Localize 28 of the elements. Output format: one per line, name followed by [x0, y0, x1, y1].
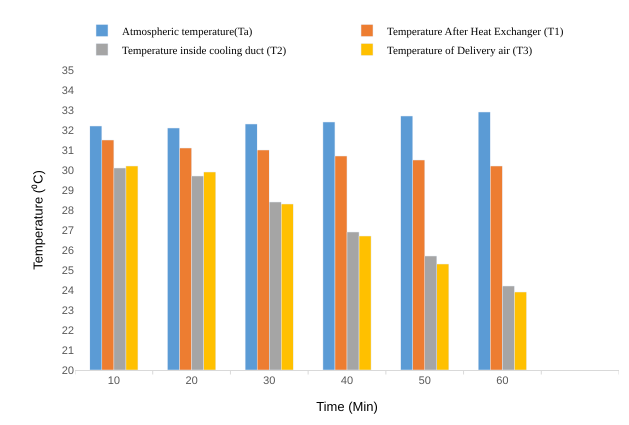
x-tick-label: 40 — [340, 375, 354, 388]
y-tick-label: 35 — [62, 64, 74, 77]
x-axis-title: Time (Min) — [316, 398, 378, 414]
y-tick-label: 29 — [62, 184, 74, 197]
y-tick-label: 20 — [62, 364, 74, 377]
y-tick-label: 26 — [62, 244, 74, 257]
legend-label: Temperature inside cooling duct (T2) — [122, 44, 287, 57]
y-tick-label: 27 — [62, 224, 74, 237]
x-tick-label: 50 — [418, 375, 431, 388]
y-tick-label: 30 — [62, 164, 74, 177]
x-tick-label: 10 — [108, 375, 120, 388]
y-tick-label: 22 — [62, 324, 74, 337]
y-tick-label: 32 — [62, 124, 74, 137]
y-tick-label: 24 — [62, 284, 74, 297]
legend-label: Temperature of Delivery air (T3) — [387, 44, 533, 57]
legend-label: Temperature After Heat Exchanger (T1) — [387, 26, 564, 38]
y-tick-label: 31 — [62, 144, 74, 157]
x-tick-label: 30 — [263, 375, 276, 388]
y-tick-label: 33 — [62, 104, 74, 117]
y-tick-label: 21 — [62, 344, 74, 357]
y-tick-label: 28 — [62, 204, 74, 217]
x-tick-label: 60 — [496, 375, 509, 388]
y-tick-label: 34 — [62, 84, 74, 97]
y-axis-title: Temperature (⁰C) — [30, 170, 46, 270]
x-tick-label: 20 — [185, 375, 198, 388]
legend-label: Atmospheric temperature(Ta) — [122, 26, 253, 38]
y-tick-label: 25 — [62, 264, 74, 277]
y-tick-label: 23 — [62, 304, 74, 317]
